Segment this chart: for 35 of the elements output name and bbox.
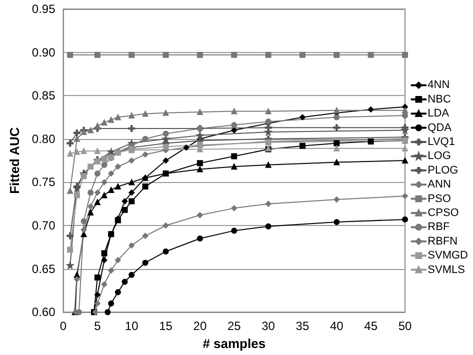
legend-label: PLOG	[428, 164, 458, 176]
legend-label: ANN	[428, 178, 451, 191]
x-tick-label: 15	[159, 319, 173, 334]
y-axis-title: Fitted AUC	[7, 126, 22, 194]
x-tick-label: 25	[227, 319, 242, 334]
legend-label: RBF	[428, 221, 450, 234]
legend-label: 4NN	[428, 79, 450, 92]
legend-label: QDA	[428, 122, 452, 134]
x-tick-label: 20	[193, 319, 207, 334]
x-tick-label: 10	[124, 319, 139, 334]
legend-label: LOG	[428, 150, 451, 162]
legend-label: LDA	[428, 108, 450, 120]
legend-label: LVQ1	[428, 136, 455, 148]
x-tick-label: 50	[398, 319, 412, 334]
x-tick-label: 30	[262, 319, 276, 334]
legend-label: SVMGD	[428, 250, 468, 262]
y-tick-label: 0.85	[32, 88, 56, 103]
y-tick-label: 0.80	[32, 132, 56, 146]
legend-label: RBFN	[428, 235, 458, 248]
legend-label: NBC	[428, 93, 451, 106]
y-tick-label: 0.70	[32, 218, 56, 232]
y-tick-label: 0.95	[32, 2, 56, 16]
y-tick-label: 0.90	[32, 45, 56, 60]
x-tick-label: 45	[364, 319, 378, 334]
y-tick-label: 0.65	[32, 262, 56, 276]
legend-label: PSO	[428, 192, 452, 205]
x-tick-label: 40	[330, 319, 344, 334]
x-tick-label: 35	[296, 319, 310, 334]
x-tick-label: 5	[94, 319, 102, 334]
x-axis-title: # samples	[202, 336, 266, 351]
y-tick-label: 0.60	[32, 305, 56, 320]
legend-label: CPSO	[428, 207, 460, 219]
x-tick-label: 0	[60, 319, 67, 334]
y-tick-label: 0.75	[32, 175, 56, 190]
legend-label: SVMLS	[428, 264, 465, 276]
